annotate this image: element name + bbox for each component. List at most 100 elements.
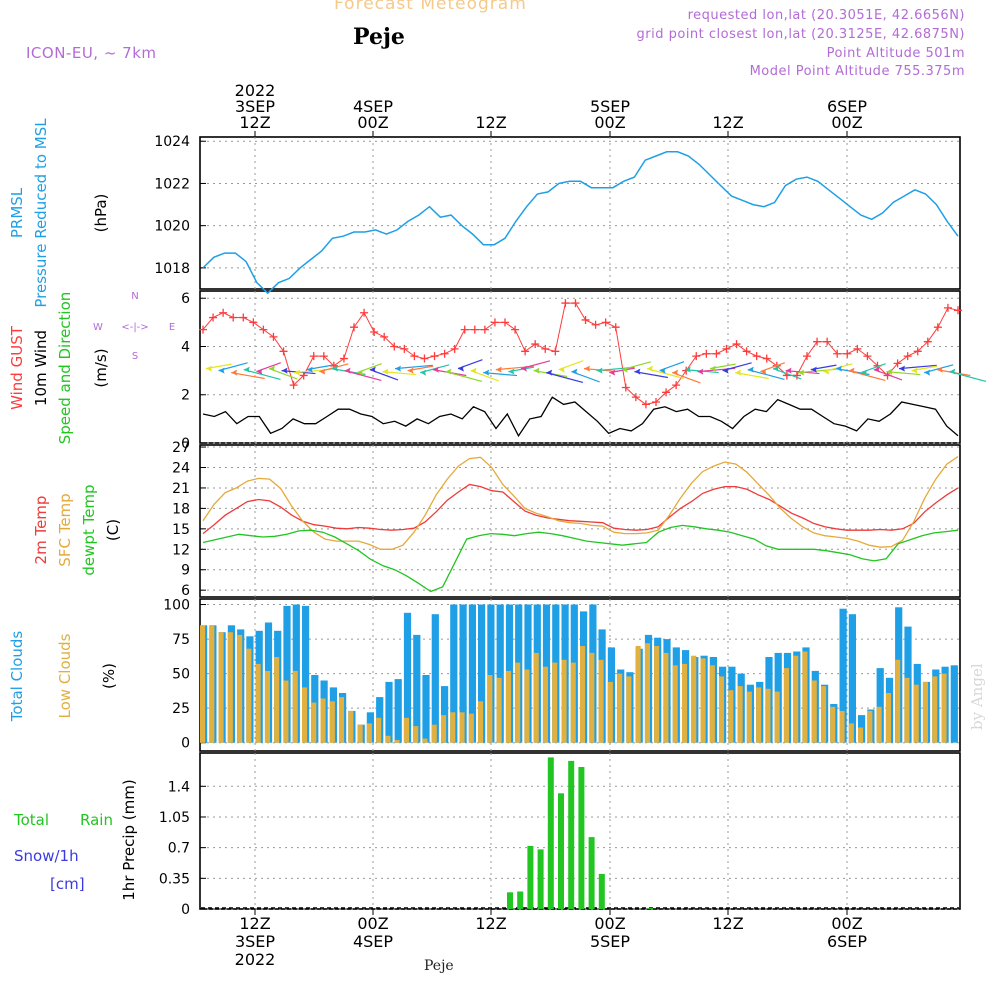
wind-gust-marker [581,315,590,324]
low-cloud-bar [394,739,400,743]
precip-bar [537,849,544,909]
wind-direction-arrowhead [684,366,691,373]
y-tick-label: 25 [172,701,190,717]
low-cloud-bar [320,698,326,743]
wind-direction-arrowhead [861,369,868,376]
wind-direction-arrow [646,368,684,380]
y-tick-label: 15 [172,522,190,538]
wind-direction-arrow [898,364,937,370]
total-cloud-bar [413,634,421,743]
label-low-clouds: Low Clouds [56,633,74,718]
low-cloud-bar [672,665,678,743]
precip-bar [588,837,595,909]
wind-direction-arrowhead [508,368,515,375]
wind-gust-marker [279,347,288,356]
wind-gust-marker [339,354,348,363]
wind-direction-arrowhead [483,369,490,376]
wind-direction-arrowhead [546,369,553,376]
wind-gust-marker [490,318,499,327]
wind-gust-marker [470,325,479,334]
low-cloud-bar [255,663,261,743]
low-cloud-bar [774,691,780,743]
total-cloud-bar [496,604,504,743]
wind-gust-marker [742,347,751,356]
wind-direction-arrowhead [319,368,326,375]
y-tick-label: 21 [172,481,190,497]
point-altitude: Point Altitude 501m [826,46,965,61]
y-tick-label: 1018 [154,261,190,277]
wind-direction-arrowhead [596,367,603,374]
low-cloud-bar [700,658,706,743]
wind-gust-marker [752,352,761,361]
low-cloud-bar [719,676,725,743]
precip-bar [547,757,554,909]
low-cloud-bar [431,724,437,743]
footer-location: Peje [424,958,454,974]
time-label-top: 00Z [357,113,388,132]
panel-frame [199,136,961,290]
compass-arrow-label: <-|-> [121,322,148,333]
low-cloud-bar [811,680,817,743]
low-cloud-bar [515,662,521,743]
wind-direction-arrowhead [873,366,880,373]
low-cloud-bar [885,693,891,743]
wind-direction-arrowhead [899,365,905,372]
low-cloud-bar [821,686,827,743]
wind-direction-arrowhead [470,367,477,374]
label-2m-temp: 2m Temp [32,496,50,565]
wind-direction-arrowhead [760,368,767,375]
label-dewpt-temp: dewpt Temp [80,484,98,575]
low-cloud-bar [932,676,938,743]
wind-direction-arrow [735,372,769,380]
low-cloud-bar [450,712,456,743]
low-cloud-bar [441,715,447,743]
wind-direction-arrow [344,370,382,382]
label-snow: Snow/1h [14,847,79,865]
wind-direction-arrowhead [269,365,275,372]
wind-gust-marker [551,347,560,356]
low-cloud-bar [246,648,252,743]
wind-gust-marker [450,344,459,353]
low-cloud-bar [376,717,382,743]
wind-gust-marker [672,381,681,390]
y-tick-label: 0 [181,736,190,752]
total-cloud-bar [839,608,847,743]
wind-direction-arrow [949,371,987,383]
wind-direction-arrowhead [672,369,679,376]
wind-direction-arrow [634,371,668,379]
time-label-bottom: 00Z [594,914,625,933]
panel-2 [199,290,961,444]
time-label-top: 2022 [235,81,276,100]
wind-gust-marker [259,325,268,334]
wind-gust-marker [792,371,801,380]
wind-direction-arrowhead [382,368,389,375]
low-cloud-bar [274,657,280,743]
wind-gust-marker [350,323,358,332]
low-cloud-bar [765,688,771,743]
low-cloud-bar [839,710,845,743]
wind-direction-arrow [394,364,433,370]
wind-gust-marker [853,344,862,353]
wind-direction-arrowhead [294,369,301,376]
wind-gust-marker [722,344,731,353]
y-tick-label: 9 [181,563,190,579]
compass-s-label: S [132,351,138,362]
wind-gust-marker [611,323,620,332]
low-cloud-bar [644,643,650,743]
precip-bar [647,908,653,909]
wind-gust-marker [360,308,369,317]
wind-gust-marker [641,400,650,409]
compass-w-label: W [93,322,103,333]
wind-direction-arrowhead [924,369,931,376]
wind-gust-marker [501,318,509,327]
low-cloud-bar [802,651,808,743]
wind-gust-marker [380,332,389,341]
label-rain: Rain [80,811,113,829]
wind-gust-marker [692,352,701,361]
wind-gust-marker [289,381,298,390]
wind-direction-arrowhead [798,369,805,376]
low-cloud-bar [941,673,947,743]
wind-direction-arrowhead [332,365,338,372]
low-cloud-bar [218,632,224,743]
